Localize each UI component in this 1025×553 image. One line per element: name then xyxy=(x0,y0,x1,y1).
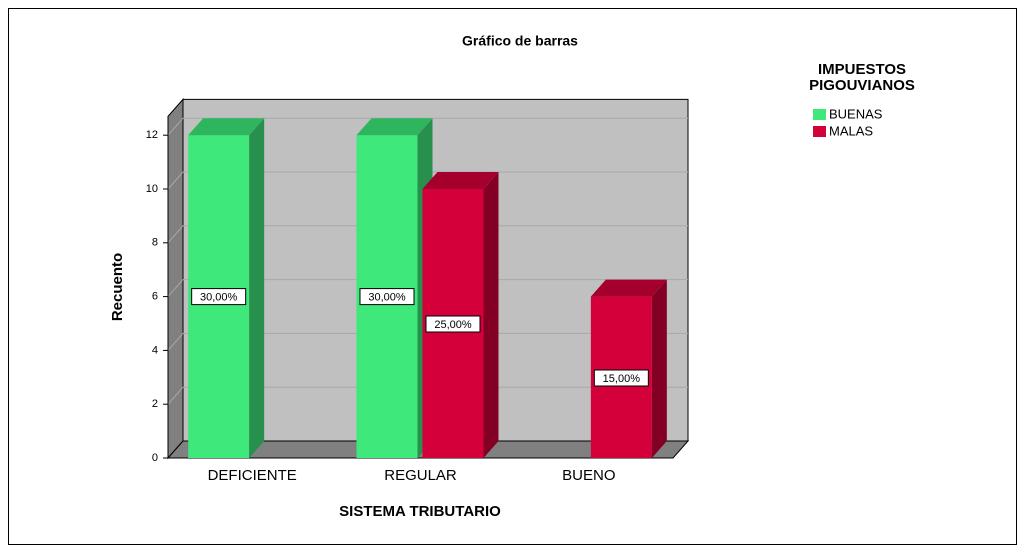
value-label-box xyxy=(359,288,415,306)
value-label: 15,00% xyxy=(603,373,641,385)
y-tick-label: 0 xyxy=(152,452,158,464)
legend-title: IMPUESTOS PIGOUVIANOS xyxy=(809,61,915,94)
value-label-box xyxy=(191,288,247,306)
bar-top xyxy=(590,279,667,297)
x-tick-label: BUENO xyxy=(562,467,615,484)
legend-swatch xyxy=(813,109,826,120)
bar-side xyxy=(651,279,667,458)
y-tick-label: 12 xyxy=(146,129,158,141)
y-axis-label: Recuento xyxy=(109,253,126,321)
value-label: 30,00% xyxy=(368,292,406,304)
grid-line xyxy=(167,225,688,244)
grid-line xyxy=(167,117,688,136)
value-label: 30,00% xyxy=(200,292,238,304)
legend-label: MALAS xyxy=(829,123,873,138)
grid-line xyxy=(167,332,688,351)
value-label-box xyxy=(425,315,481,333)
value-label-box xyxy=(593,369,649,387)
side-wall xyxy=(167,98,184,460)
y-tick-label: 2 xyxy=(152,398,158,410)
legend-swatch xyxy=(813,126,826,137)
bar-top xyxy=(422,172,499,189)
grid-line xyxy=(167,279,688,297)
x-tick-label: DEFICIENTE xyxy=(208,467,297,484)
x-axis-label: SISTEMA TRIBUTARIO xyxy=(339,503,501,520)
bar-top xyxy=(188,118,265,136)
grid-line xyxy=(167,171,688,190)
bar-side xyxy=(483,172,499,458)
bar-top xyxy=(356,118,433,136)
chart-title: Gráfico de barras xyxy=(462,33,578,49)
value-label: 25,00% xyxy=(434,319,472,331)
bar-side xyxy=(249,118,265,458)
y-tick-label: 6 xyxy=(152,291,158,303)
grid-line xyxy=(167,386,688,405)
y-tick-label: 8 xyxy=(152,237,158,249)
y-tick-label: 4 xyxy=(152,344,158,356)
legend-label: BUENAS xyxy=(829,106,883,121)
x-tick-label: REGULAR xyxy=(384,467,457,484)
y-tick-label: 10 xyxy=(146,183,158,195)
